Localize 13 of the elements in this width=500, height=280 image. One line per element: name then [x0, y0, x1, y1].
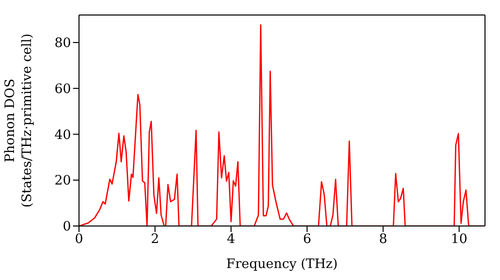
y-tick-label: 20 — [54, 174, 71, 189]
x-tick-label: 0 — [74, 232, 84, 248]
y-tick-label: 40 — [54, 128, 71, 143]
y-tick-label: 0 — [62, 220, 71, 235]
x-tick-label: 6 — [302, 232, 312, 248]
y-tick-label: 80 — [54, 36, 71, 52]
x-tick-label: 2 — [150, 232, 160, 248]
x-axis-title: Frequency (THz) — [226, 257, 338, 272]
x-tick-label: 10 — [450, 232, 468, 248]
x-tick-label: 8 — [378, 232, 388, 248]
x-tick-label: 4 — [226, 232, 236, 248]
y-axis-title: Phonon DOS (States/THz·primitive cell) — [3, 33, 35, 208]
y-tick-label: 60 — [54, 82, 71, 98]
